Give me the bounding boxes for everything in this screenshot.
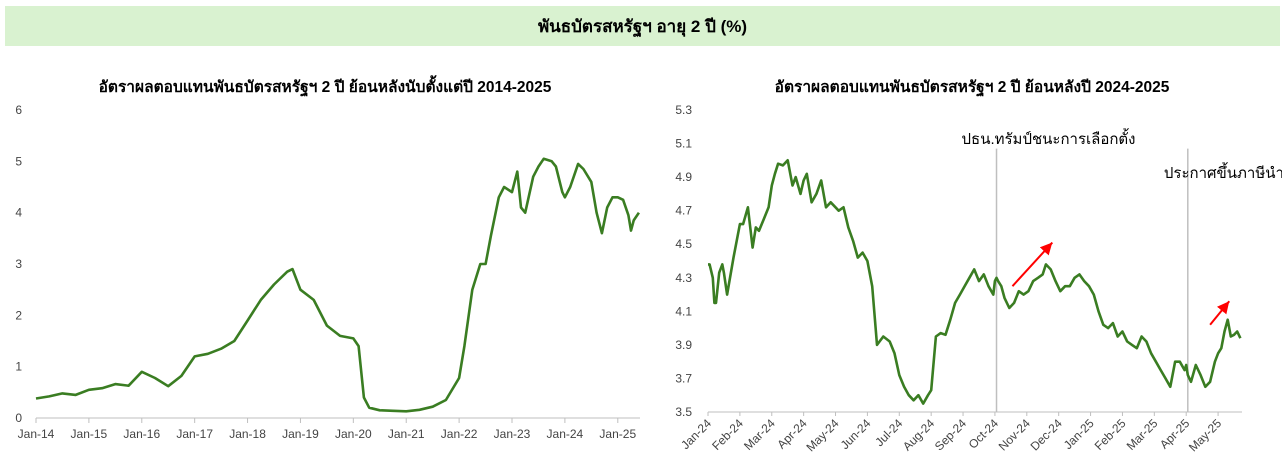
- x-tick-label: Jan-22: [441, 427, 478, 441]
- x-tick-label: Jun-24: [838, 416, 874, 452]
- x-tick-label: Jan-19: [282, 427, 319, 441]
- y-tick-label: 5: [15, 154, 22, 168]
- x-tick-label: Jan-21: [388, 427, 425, 441]
- x-tick-label: May-25: [1186, 416, 1224, 454]
- trend-arrow-up: [1209, 300, 1231, 326]
- x-tick-label: Jan-14: [18, 427, 55, 441]
- x-tick-label: Jan-25: [1061, 416, 1097, 452]
- x-tick-label: Jan-18: [229, 427, 266, 441]
- y-tick-label: 3.7: [675, 371, 692, 385]
- y-tick-label: 4.5: [675, 237, 692, 251]
- x-tick-label: Jan-17: [176, 427, 213, 441]
- y-tick-label: 4.1: [675, 304, 692, 318]
- yield-line-2024-2025: [708, 159, 1242, 405]
- chart-long-term: 0 1 2 3 4 5 6 Jan-14 Jan-15 Jan-16 Jan-17 Jan-18 Jan…: [15, 103, 640, 441]
- x-tick-label: Mar-25: [1124, 416, 1161, 453]
- x-tick-label: Feb-25: [1092, 416, 1129, 453]
- y-tick-label: 6: [15, 103, 22, 117]
- x-tick-label: Oct-24: [966, 416, 1002, 452]
- x-tick-label: Aug-24: [900, 416, 937, 453]
- x-tick-label: Jan-24: [547, 427, 584, 441]
- x-tick-label: Feb-24: [709, 416, 746, 453]
- chart-panel-recent: อัตราผลตอบแทนพันธบัตรสหรัฐฯ 2 ปี ย้อนหลั…: [662, 60, 1282, 465]
- event-annotation: ประกาศขึ้นภาษีนำเข้า: [1164, 162, 1282, 182]
- chart-panel-long-term: อัตราผลตอบแทนพันธบัตรสหรัฐฯ 2 ปี ย้อนหลั…: [0, 60, 650, 465]
- page-title-banner: พันธบัตรสหรัฐฯ อายุ 2 ปี (%): [5, 6, 1280, 46]
- x-tick-label: Jan-25: [599, 427, 636, 441]
- x-tick-label: Mar-24: [741, 416, 778, 453]
- y-tick-label: 0: [15, 411, 22, 425]
- x-tick-label: Jan-24: [678, 416, 714, 452]
- y-tick-label: 3: [15, 257, 22, 271]
- y-tick-label: 1: [15, 360, 22, 374]
- y-tick-label: 4: [15, 206, 22, 220]
- x-tick-label: Sep-24: [932, 416, 969, 453]
- y-tick-label: 4.7: [675, 204, 692, 218]
- x-tick-label: Dec-24: [1028, 416, 1065, 453]
- y-tick-label: 4.3: [675, 271, 692, 285]
- chart-title-long-term: อัตราผลตอบแทนพันธบัตรสหรัฐฯ 2 ปี ย้อนหลั…: [98, 79, 552, 96]
- x-tick-label: Jan-23: [494, 427, 531, 441]
- y-tick-label: 4.9: [675, 170, 692, 184]
- page-title: พันธบัตรสหรัฐฯ อายุ 2 ปี (%): [537, 16, 748, 36]
- x-tick-label: Jan-16: [123, 427, 160, 441]
- chart-recent: 3.53.73.94.14.34.54.74.95.15.3Jan-24Feb-…: [675, 103, 1282, 454]
- chart-title-recent: อัตราผลตอบแทนพันธบัตรสหรัฐฯ 2 ปี ย้อนหลั…: [774, 79, 1170, 96]
- y-tick-label: 2: [15, 308, 22, 322]
- trend-arrow-up: [1011, 241, 1054, 287]
- y-tick-label: 3.9: [675, 338, 692, 352]
- x-tick-label: Jan-15: [71, 427, 108, 441]
- x-tick-label: May-24: [803, 416, 841, 454]
- y-tick-label: 5.3: [675, 103, 692, 117]
- y-tick-label: 5.1: [675, 137, 692, 151]
- x-tick-label: Nov-24: [996, 416, 1033, 453]
- x-tick-label: Jan-20: [335, 427, 372, 441]
- yield-line-2014-2025: [35, 157, 640, 413]
- event-annotation: ปธน.ทรัมป์ชนะการเลือกตั้ง: [962, 128, 1136, 148]
- y-tick-label: 3.5: [675, 405, 692, 419]
